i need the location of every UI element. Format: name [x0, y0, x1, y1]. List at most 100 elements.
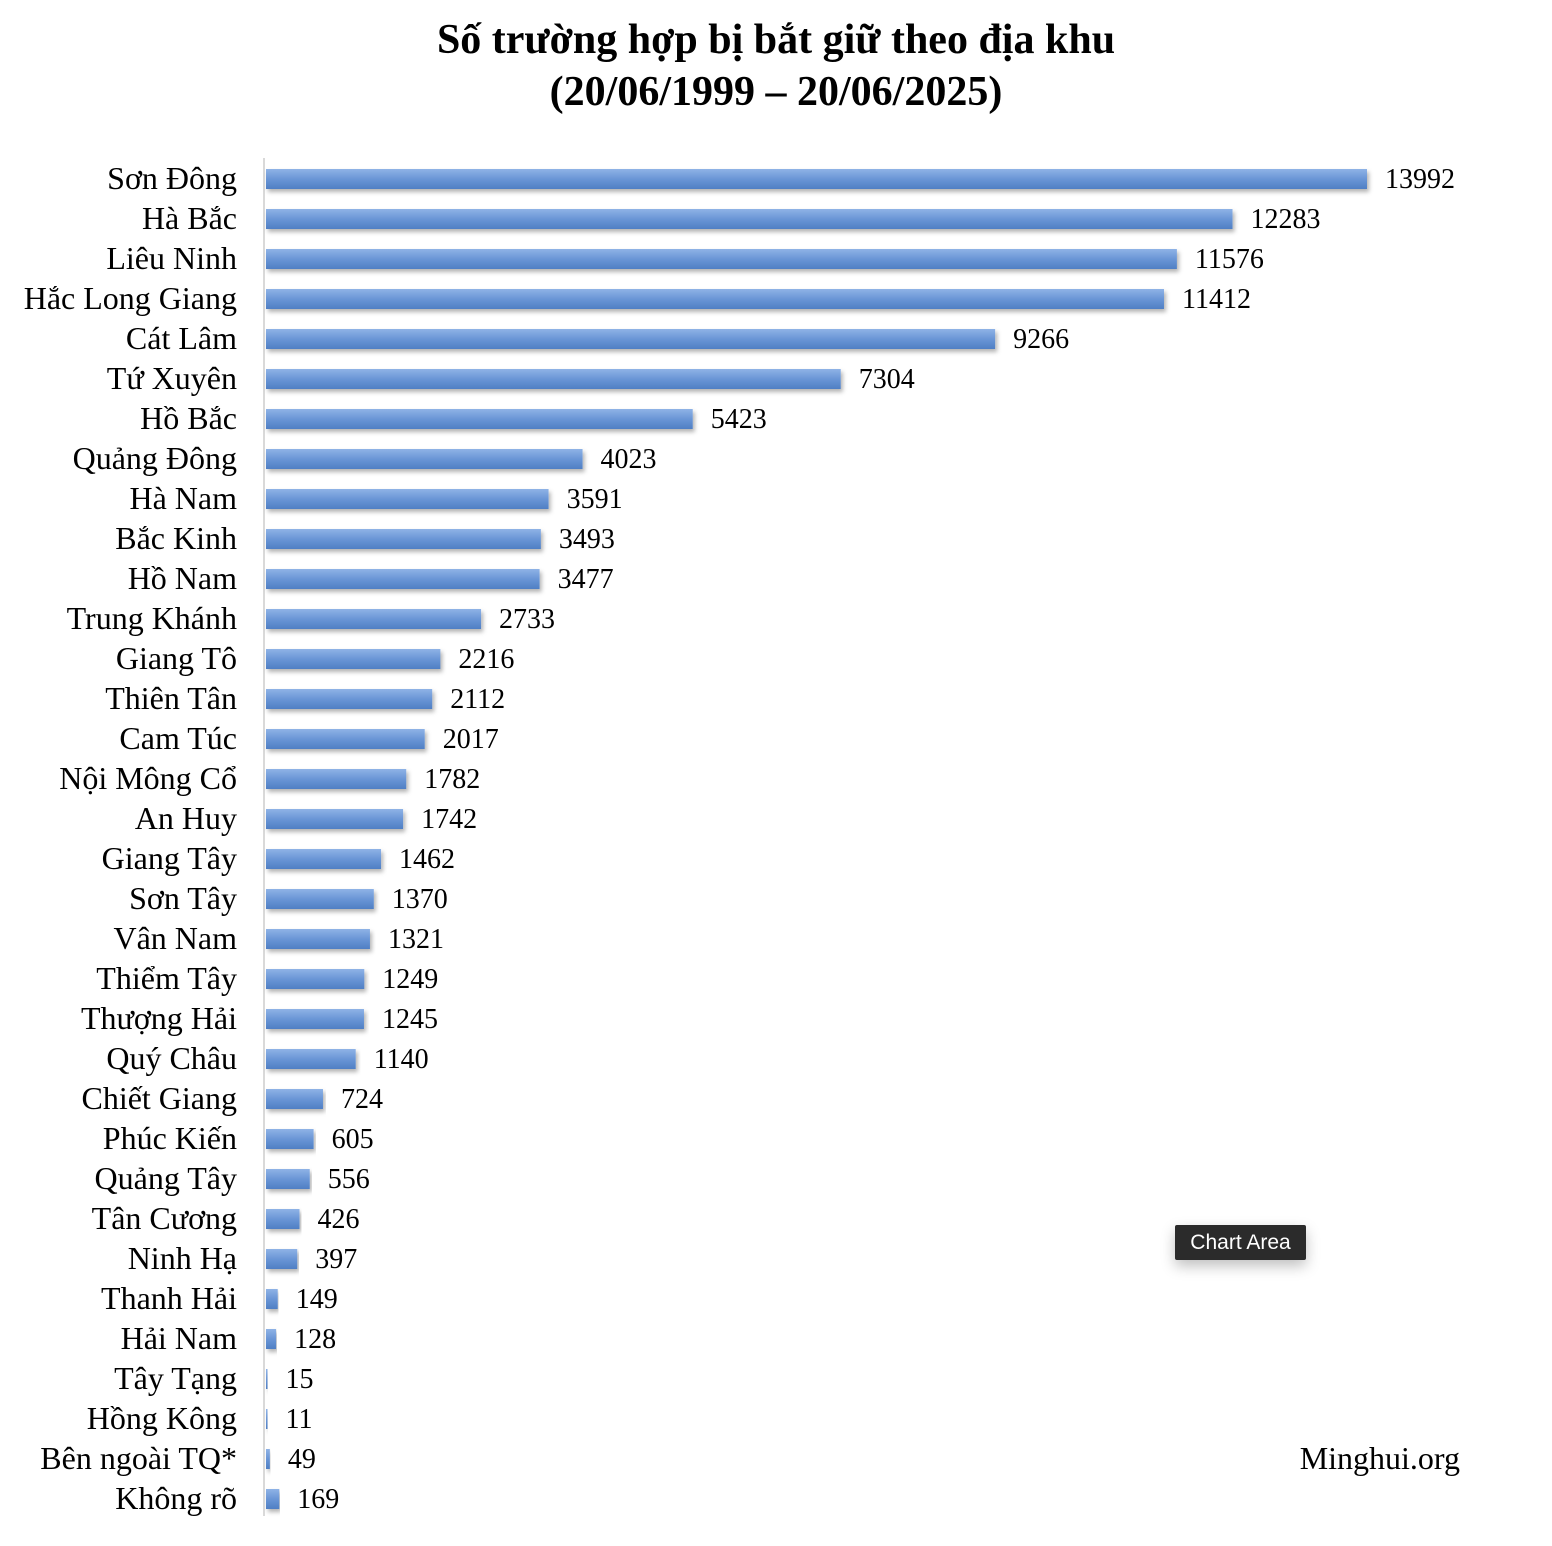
chart-title: Số trường hợp bị bắt giữ theo địa khu (2… [0, 14, 1552, 118]
category-label: Hải Nam [121, 1320, 238, 1356]
bar[interactable] [266, 529, 541, 549]
bar[interactable] [266, 1289, 278, 1309]
bar[interactable] [266, 369, 841, 389]
value-label: 2112 [450, 684, 505, 715]
value-label: 11 [286, 1404, 313, 1435]
bar[interactable] [266, 1089, 323, 1109]
value-label: 128 [294, 1324, 336, 1355]
value-label: 2216 [458, 644, 514, 675]
value-labels: 13992 12283 11576 11412 9266 7304 5423 4023 3591… [286, 164, 1456, 1515]
category-label: An Huy [135, 800, 237, 836]
value-label: 1245 [382, 1004, 438, 1035]
bar[interactable] [266, 769, 407, 789]
value-label: 3591 [567, 484, 623, 515]
bar[interactable] [266, 209, 1233, 229]
category-label: Bắc Kinh [115, 520, 237, 556]
value-label: 149 [296, 1284, 338, 1315]
bar[interactable] [266, 169, 1367, 189]
bar[interactable] [266, 1209, 300, 1229]
value-label: 49 [288, 1444, 316, 1475]
category-label: Quý Châu [106, 1040, 237, 1076]
bar[interactable] [266, 689, 433, 709]
category-label: Liêu Ninh [106, 240, 237, 276]
value-label: 4023 [601, 444, 657, 475]
bar[interactable] [266, 969, 365, 989]
value-label: 13992 [1385, 164, 1455, 195]
value-label: 397 [315, 1244, 357, 1275]
category-label: Sơn Tây [129, 880, 237, 916]
chart-subtitle: (20/06/1999 – 20/06/2025) [549, 69, 1003, 115]
bar[interactable] [266, 449, 583, 469]
category-label: Sơn Đông [107, 160, 237, 196]
bar[interactable] [266, 249, 1177, 269]
bar[interactable] [266, 809, 404, 829]
category-label: Thiểm Tây [96, 960, 237, 996]
category-label: Quảng Đông [73, 440, 237, 476]
value-label: 605 [332, 1124, 374, 1155]
value-label: 3477 [558, 564, 614, 595]
bar[interactable] [266, 729, 425, 749]
value-label: 2733 [499, 604, 555, 635]
bar[interactable] [266, 1449, 270, 1469]
bar[interactable] [266, 1009, 364, 1029]
value-label: 1370 [392, 884, 448, 915]
value-label: 724 [341, 1084, 383, 1115]
value-label: 11576 [1195, 244, 1264, 275]
bar[interactable] [266, 1489, 280, 1509]
bar[interactable] [266, 1369, 268, 1389]
category-label: Ninh Hạ [128, 1240, 237, 1276]
category-label: Vân Nam [113, 920, 237, 956]
bar[interactable] [266, 889, 374, 909]
bar[interactable] [266, 1049, 356, 1069]
category-labels: Sơn Đông Hà Bắc Liêu Ninh Hắc Long Giang Cát… [24, 160, 237, 1516]
value-label: 12283 [1251, 204, 1321, 235]
category-label: Tây Tạng [114, 1360, 237, 1396]
bar[interactable] [266, 649, 441, 669]
bar[interactable] [266, 1329, 277, 1349]
bar[interactable] [266, 1249, 298, 1269]
chart-area-tooltip: Chart Area [1175, 1225, 1306, 1260]
category-label: Hồ Bắc [140, 400, 237, 436]
bar[interactable] [266, 1129, 314, 1149]
category-label: Bên ngoài TQ* [40, 1440, 237, 1476]
value-label: 2017 [443, 724, 499, 755]
bar[interactable] [266, 609, 482, 629]
value-label: 15 [286, 1364, 314, 1395]
bar[interactable] [266, 1409, 268, 1429]
value-label: 7304 [859, 364, 915, 395]
bar[interactable] [266, 489, 549, 509]
category-label: Quảng Tây [95, 1160, 237, 1196]
bar[interactable] [266, 329, 996, 349]
category-label: Trung Khánh [67, 600, 237, 636]
value-label: 426 [318, 1204, 360, 1235]
category-label: Hà Nam [129, 480, 237, 516]
bar[interactable] [266, 289, 1164, 309]
category-label: Không rõ [115, 1480, 237, 1516]
category-label: Thiên Tân [105, 680, 237, 716]
value-label: 9266 [1013, 324, 1069, 355]
value-label: 1249 [382, 964, 438, 995]
value-label: 1462 [399, 844, 455, 875]
bar[interactable] [266, 849, 382, 869]
category-label: Cam Túc [119, 720, 237, 756]
category-label: Chiết Giang [81, 1080, 237, 1116]
value-label: 5423 [711, 404, 767, 435]
bar[interactable] [266, 929, 370, 949]
bar[interactable] [266, 409, 693, 429]
value-label: 556 [328, 1164, 370, 1195]
value-label: 1782 [424, 764, 480, 795]
bar[interactable] [266, 1169, 310, 1189]
category-label: Giang Tây [102, 840, 237, 876]
category-label: Thượng Hải [81, 1000, 237, 1036]
bars-group [266, 169, 1367, 1509]
bar[interactable] [266, 569, 540, 589]
category-label: Tứ Xuyên [107, 360, 237, 396]
category-label: Giang Tô [116, 640, 237, 676]
value-label: 1742 [421, 804, 477, 835]
category-label: Phúc Kiến [103, 1120, 237, 1156]
value-label: 1140 [374, 1044, 429, 1075]
chart-title-main: Số trường hợp bị bắt giữ theo địa khu [436, 17, 1116, 63]
value-label: 169 [297, 1484, 339, 1515]
category-label: Hà Bắc [142, 200, 237, 236]
